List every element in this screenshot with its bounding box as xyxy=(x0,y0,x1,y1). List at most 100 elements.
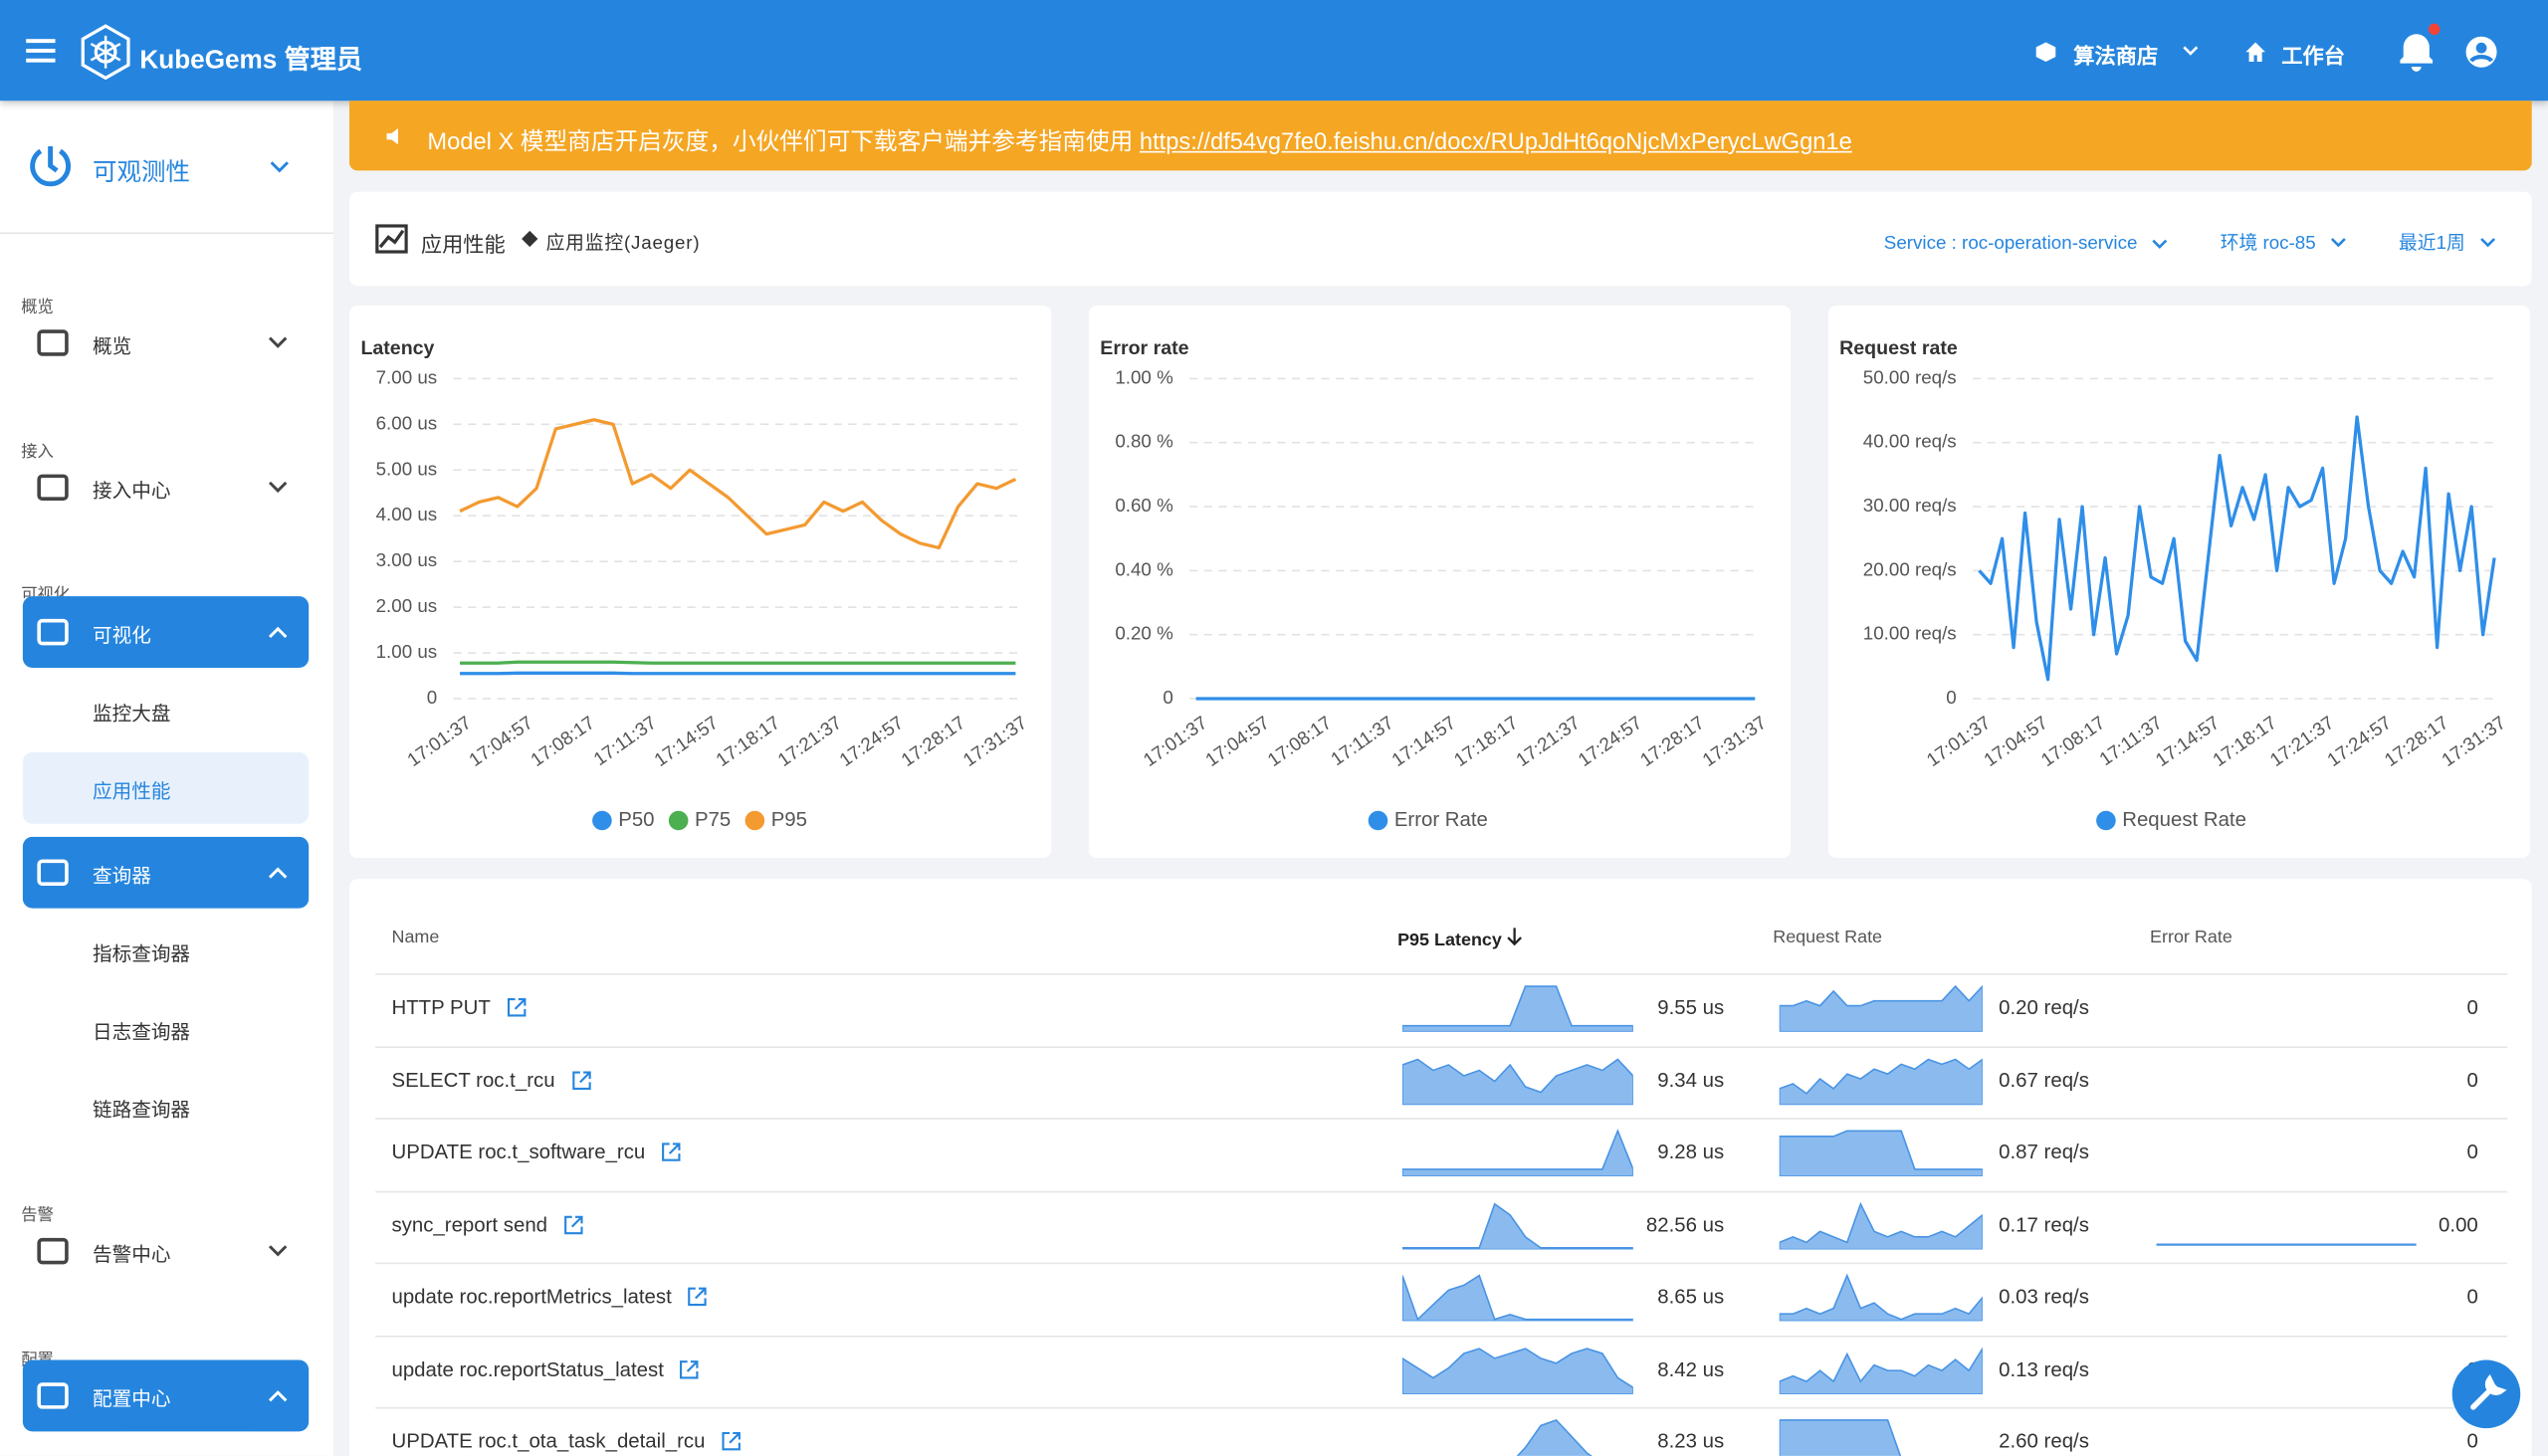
filter[interactable]: Service : roc-operation-service xyxy=(1884,234,2169,254)
filter[interactable]: 最近1周 xyxy=(2399,229,2496,255)
filter-label: 最近1周 xyxy=(2398,234,2465,254)
series-line xyxy=(1978,415,2496,682)
y-tick-label: 0.40 % xyxy=(1115,558,1173,579)
notifications[interactable] xyxy=(2394,20,2442,76)
menu-item[interactable]: 配置中心 xyxy=(22,1359,310,1432)
table-card: Name P95 Latency Request Rate Error Rate HTT… xyxy=(349,879,2532,1456)
open-link[interactable] xyxy=(680,1359,700,1379)
icon xyxy=(37,859,69,886)
sparkline-area xyxy=(1401,1129,1633,1177)
open-link[interactable] xyxy=(571,1070,591,1090)
open-link[interactable] xyxy=(507,997,527,1017)
open-link[interactable] xyxy=(722,1431,742,1451)
chevron-path xyxy=(268,1245,288,1257)
sparkline-area xyxy=(1401,1347,1633,1393)
icon xyxy=(722,1431,741,1451)
sparkline-area xyxy=(1779,984,1983,1032)
x-tick-label: 17:08:17 xyxy=(1263,712,1335,770)
legend-item[interactable]: P95 xyxy=(744,809,807,831)
row-divider xyxy=(375,1335,2508,1337)
workbench-link[interactable]: 工作台 xyxy=(2281,44,2345,69)
row-name: UPDATE roc.t_software_rcu xyxy=(391,1141,681,1163)
column-label: Request Rate xyxy=(1773,928,1883,947)
legend-item[interactable]: P50 xyxy=(592,809,655,831)
menu-icon xyxy=(37,1237,69,1265)
settings-fab[interactable] xyxy=(2450,1358,2522,1430)
latency-value: 8.65 us xyxy=(1657,1285,1725,1309)
open-link[interactable] xyxy=(688,1287,708,1307)
rate-value: 0.13 req/s xyxy=(1999,1357,2089,1380)
sparkline xyxy=(1401,1129,1633,1177)
menu-item[interactable]: 可视化 xyxy=(22,596,310,669)
sparkline-area xyxy=(1779,1057,1983,1105)
sparkline xyxy=(1401,1201,1633,1249)
module-title[interactable]: 可观测性 xyxy=(93,159,191,187)
x-tick-label: 17:24:57 xyxy=(1575,712,1646,770)
speaker-icon xyxy=(386,127,398,145)
rate-value: 0.03 req/s xyxy=(1999,1285,2089,1309)
group-label: 概览 xyxy=(21,299,54,317)
chevron xyxy=(2183,46,2199,56)
column-header: Name xyxy=(391,928,439,947)
menu-item[interactable]: 查询器 xyxy=(22,836,310,909)
error-value: 0 xyxy=(2466,1285,2478,1309)
sparkline xyxy=(1779,1057,1983,1105)
menu-item[interactable]: 概览 xyxy=(23,308,309,379)
x-tick-label: 17:21:37 xyxy=(1512,712,1584,770)
submenu-item[interactable]: 指标查询器 xyxy=(23,915,309,986)
x-tick-label: 17:11:37 xyxy=(1327,712,1397,769)
icon xyxy=(37,1237,69,1265)
icon xyxy=(30,148,71,187)
submenu-item[interactable]: 日志查询器 xyxy=(23,993,309,1065)
legend-label: Request Rate xyxy=(2122,809,2246,831)
row-divider xyxy=(375,972,2508,975)
chevron xyxy=(268,481,288,494)
chevron xyxy=(2480,237,2496,247)
menu-item[interactable]: 告警中心 xyxy=(23,1215,309,1287)
x-tick-label: 17:11:37 xyxy=(2095,712,2166,769)
open-link[interactable] xyxy=(563,1214,583,1234)
chart-title: Error rate xyxy=(1100,337,1188,359)
filter-label: 环境 roc-85 xyxy=(2220,234,2316,254)
menu-label: 接入中心 xyxy=(93,479,171,503)
store-link[interactable]: 算法商店 xyxy=(2073,44,2159,69)
sparkline-area xyxy=(1516,1418,1592,1456)
sparkline xyxy=(1516,1418,1592,1456)
x-tick-label: 17:18:17 xyxy=(1450,712,1522,770)
menu-button[interactable] xyxy=(26,36,59,65)
submenu-item[interactable]: 链路查询器 xyxy=(23,1071,309,1143)
y-tick-label: 0.80 % xyxy=(1115,431,1173,452)
filter[interactable]: 环境 roc-85 xyxy=(2221,229,2347,255)
menu-item[interactable]: 接入中心 xyxy=(23,452,309,523)
home-icon xyxy=(2245,42,2265,63)
series-line xyxy=(459,418,1017,550)
x-tick-label: 17:01:37 xyxy=(403,712,475,770)
legend-item[interactable]: P75 xyxy=(668,809,731,831)
open-link[interactable] xyxy=(662,1143,682,1162)
y-tick-label: 2.00 us xyxy=(376,595,438,616)
x-tick-label: 17:28:17 xyxy=(2381,712,2452,770)
column-header[interactable]: P95 Latency xyxy=(1397,928,1523,950)
user-menu[interactable] xyxy=(2465,36,2498,69)
legend-item[interactable]: Request Rate xyxy=(2096,809,2246,831)
submenu-item[interactable]: 应用性能 xyxy=(22,751,310,824)
rate-value: 0.20 req/s xyxy=(1999,995,2089,1019)
submenu-item[interactable]: 监控大盘 xyxy=(23,675,309,746)
chevron xyxy=(268,626,288,639)
column-label: P95 Latency xyxy=(1397,931,1502,951)
legend-item[interactable]: Error Rate xyxy=(1368,809,1488,831)
column-label: Error Rate xyxy=(2150,928,2232,947)
toolbar-title: 应用性能 xyxy=(420,232,506,257)
y-tick-label: 0 xyxy=(1946,687,1956,708)
row-name: UPDATE roc.t_ota_task_detail_rcu xyxy=(391,1430,741,1453)
chart-icon xyxy=(375,224,408,254)
name-text: SELECT roc.t_rcu xyxy=(391,1068,555,1092)
y-tick-label: 6.00 us xyxy=(376,412,438,433)
chevron xyxy=(268,1245,288,1257)
sparkline-area xyxy=(1779,1200,1983,1249)
y-tick-label: 1.00 us xyxy=(376,641,438,662)
y-tick-label: 1.00 % xyxy=(1115,366,1173,387)
row-name: HTTP PUT xyxy=(391,996,527,1019)
name-text: update roc.reportStatus_latest xyxy=(391,1357,664,1380)
banner-link[interactable]: https://df54vg7fe0.feishu.cn/docx/RUpJdH… xyxy=(1139,129,1852,156)
